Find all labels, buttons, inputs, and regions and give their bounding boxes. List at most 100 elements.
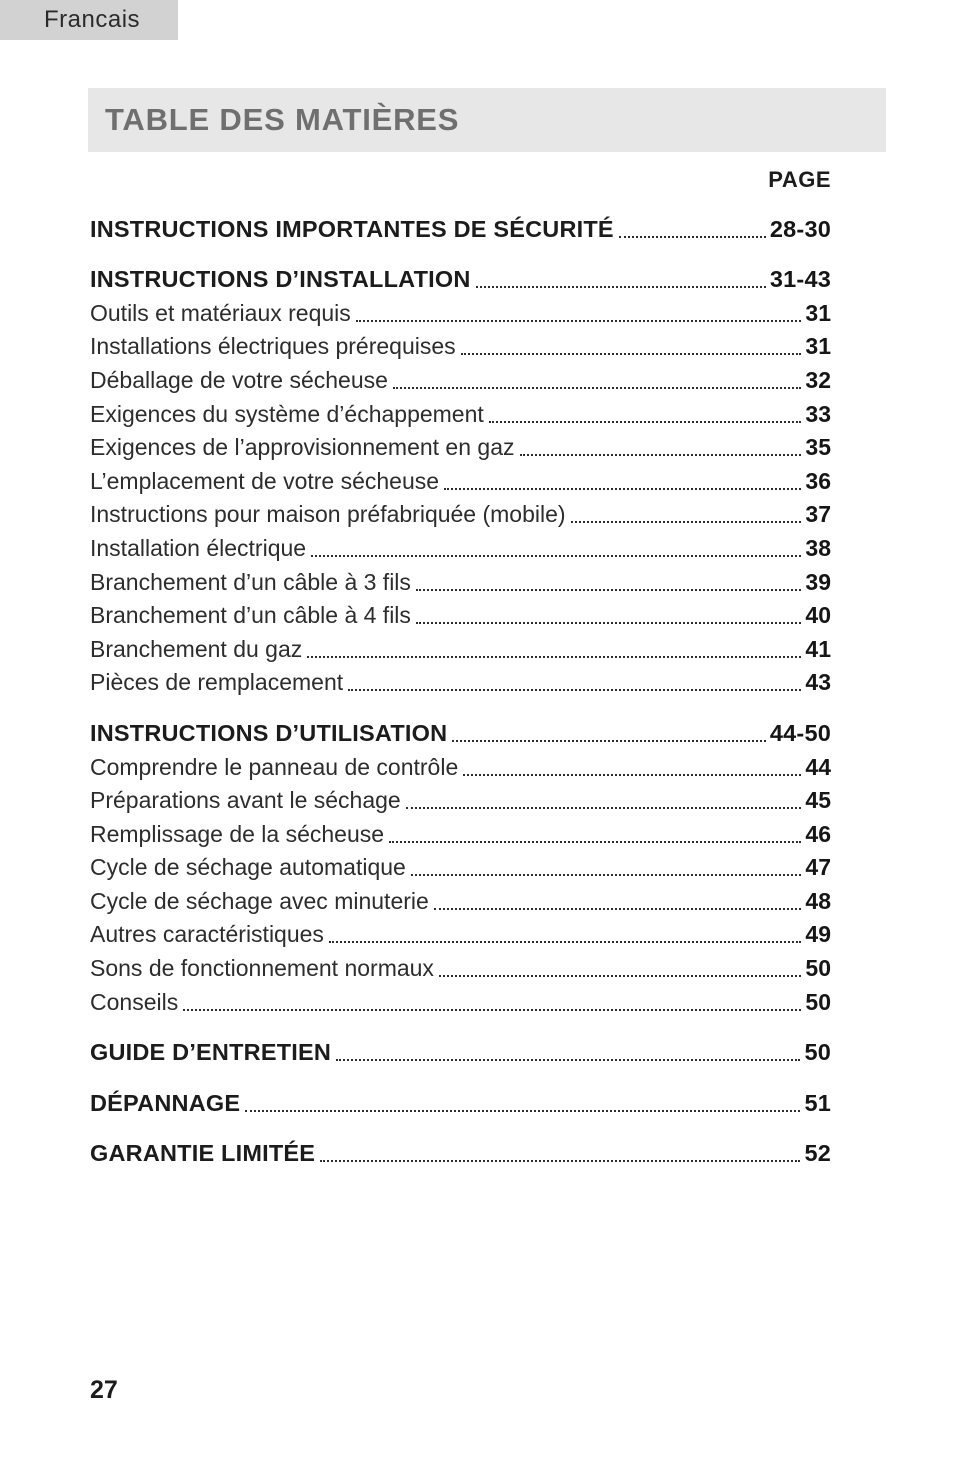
toc-entry-row: Cycle de séchage automatique 47 [90,850,831,884]
toc-entry-page: 49 [805,921,831,948]
toc-entry-label: INSTRUCTIONS D’UTILISATION [90,719,448,746]
toc-entry-row: Pièces de remplacement 43 [90,665,831,699]
toc-entry-page: 46 [805,820,831,847]
toc-entry-label: Branchement du gaz [90,635,303,662]
toc-entry-page: 38 [805,534,831,561]
dot-leader [183,1008,802,1011]
toc-entry-label: GARANTIE LIMITÉE [90,1140,316,1167]
dot-leader [570,521,802,524]
toc-entry-page: 28-30 [769,215,831,242]
toc-section-row: GUIDE D’ENTRETIEN 50 [90,1035,831,1069]
toc-entry-row: Exigences du système d’échappement 33 [90,396,831,430]
toc-entry-page: 44 [805,753,831,780]
toc-entry-page: 35 [805,434,831,461]
toc-entry-row: Exigences de l’approvisionnement en gaz … [90,430,831,464]
page-title: TABLE DES MATIÈRES [88,88,886,152]
dot-leader [348,689,802,692]
language-tab: Francais [0,0,178,40]
toc-content: PAGE INSTRUCTIONS IMPORTANTES DE SÉCURIT… [90,166,831,1169]
toc-entry-row: Branchement du gaz 41 [90,631,831,665]
toc-entry-page: 31 [805,333,831,360]
toc-entry-page: 45 [805,787,831,814]
toc-entry-page: 41 [805,635,831,662]
toc-entry-page: 47 [805,854,831,881]
toc-entry-page: 50 [804,1039,831,1066]
dot-leader [415,622,802,625]
toc-entry-label: Branchement d’un câble à 3 fils [90,568,411,595]
toc-entry-label: Instructions pour maison préfabriquée (m… [90,501,566,528]
toc-entry-label: Autres caractéristiques [90,921,324,948]
toc-entry-row: Branchement d’un câble à 3 fils 39 [90,564,831,598]
dot-leader [475,286,766,289]
toc-entry-label: Exigences de l’approvisionnement en gaz [90,434,515,461]
dot-leader [389,840,802,843]
toc-entry-page: 37 [805,501,831,528]
dot-leader [618,235,766,238]
dot-leader [245,1109,801,1112]
toc-entry-page: 44-50 [769,719,831,746]
toc-entry-row: Cycle de séchage avec minuterie 48 [90,883,831,917]
dot-leader [519,454,802,457]
toc-entry-row: Instructions pour maison préfabriquée (m… [90,497,831,531]
toc-entry-page: 43 [805,669,831,696]
toc-entry-row: Autres caractéristiques 49 [90,917,831,951]
toc-entry-label: Conseils [90,988,179,1015]
dot-leader [460,353,802,356]
dot-leader [336,1059,801,1062]
toc-entry-row: Installation électrique 38 [90,530,831,564]
toc-entry-label: INSTRUCTIONS D’INSTALLATION [90,266,471,293]
toc-entry-label: DÉPANNAGE [90,1089,241,1116]
toc-entry-label: Déballage de votre sécheuse [90,366,388,393]
toc-entry-row: L’emplacement de votre sécheuse 36 [90,463,831,497]
toc-entry-row: Installations électriques prérequises 31 [90,329,831,363]
dot-leader [320,1160,801,1163]
toc-entry-row: Préparations avant le séchage 45 [90,783,831,817]
dot-leader [328,941,802,944]
toc-entry-label: L’emplacement de votre sécheuse [90,467,440,494]
toc-entry-row: Sons de fonctionnement normaux 50 [90,950,831,984]
page-column-header: PAGE [768,167,831,192]
dot-leader [392,386,802,389]
dot-leader [415,588,802,591]
toc-entry-label: Pièces de remplacement [90,669,344,696]
dot-leader [488,420,802,423]
dot-leader [444,487,802,490]
toc-entry-row: Branchement d’un câble à 4 fils 40 [90,598,831,632]
toc-entry-label: Branchement d’un câble à 4 fils [90,602,411,629]
toc-entry-label: Installations électriques prérequises [90,333,456,360]
toc-entry-label: Préparations avant le séchage [90,787,401,814]
toc-entry-page: 40 [805,602,831,629]
toc-entry-row: Comprendre le panneau de contrôle 44 [90,749,831,783]
toc-entry-page: 50 [805,988,831,1015]
toc-section-row: INSTRUCTIONS IMPORTANTES DE SÉCURITÉ 28-… [90,211,831,245]
toc-entry-page: 39 [805,568,831,595]
toc-entry-row: Conseils 50 [90,984,831,1018]
toc-entry-page: 50 [805,955,831,982]
toc-entry-page: 51 [804,1089,831,1116]
toc-section-row: GARANTIE LIMITÉE 52 [90,1136,831,1170]
toc-entry-page: 33 [805,400,831,427]
toc-entry-row: Déballage de votre sécheuse 32 [90,362,831,396]
toc-section-row: DÉPANNAGE 51 [90,1085,831,1119]
toc-section-row: INSTRUCTIONS D’INSTALLATION 31-43 [90,262,831,296]
toc-entry-row: Remplissage de la sécheuse 46 [90,816,831,850]
toc-entry-label: Cycle de séchage automatique [90,854,406,881]
toc-entry-label: Outils et matériaux requis [90,299,351,326]
toc-entry-label: Cycle de séchage avec minuterie [90,887,429,914]
toc-section-row: INSTRUCTIONS D’UTILISATION 44-50 [90,715,831,749]
toc-entry-label: Installation électrique [90,534,307,561]
toc-entry-page: 32 [805,366,831,393]
dot-leader [355,319,802,322]
footer-page-number: 27 [90,1376,118,1404]
toc-entry-page: 52 [804,1140,831,1167]
toc-entry-page: 31 [805,299,831,326]
dot-leader [452,739,766,742]
toc-entry-page: 36 [805,467,831,494]
dot-leader [410,874,802,877]
toc-entry-page: 31-43 [769,266,831,293]
dot-leader [433,907,802,910]
toc-entry-row: Outils et matériaux requis 31 [90,295,831,329]
dot-leader [307,655,802,658]
toc-entry-label: Comprendre le panneau de contrôle [90,753,459,780]
toc-entry-label: Exigences du système d’échappement [90,400,484,427]
